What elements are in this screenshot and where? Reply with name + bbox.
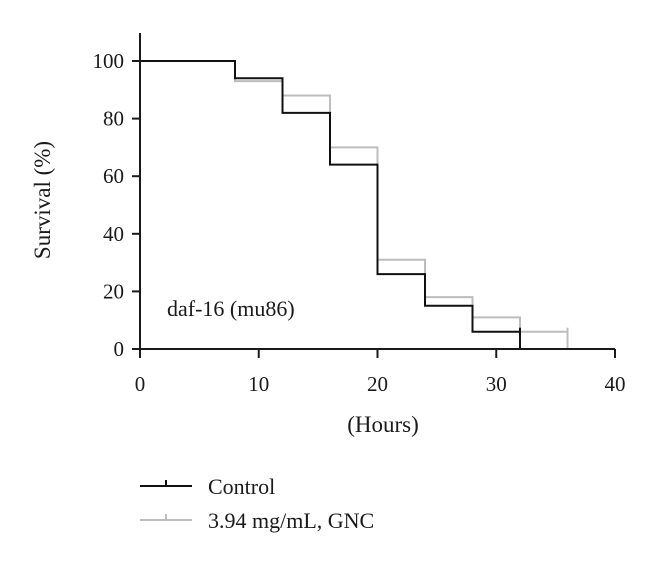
y-tick-label: 0 (114, 337, 125, 361)
series-line-0 (140, 60, 521, 349)
x-tick-label: 10 (248, 372, 269, 396)
legend: Control 3.94 mg/mL, GNC (140, 474, 374, 533)
strain-annotation: daf-16 (mu86) (167, 296, 295, 321)
legend-label-1: 3.94 mg/mL, GNC (208, 508, 374, 533)
y-axis-title: Survival (%) (30, 141, 55, 259)
x-tick-label: 40 (605, 372, 626, 396)
y-tick-label: 80 (103, 107, 124, 131)
series-layer (140, 60, 569, 349)
y-tick-label: 60 (103, 164, 124, 188)
legend-label-0: Control (208, 474, 275, 499)
x-tick-label: 20 (367, 372, 388, 396)
ticks: 0 20 40 60 80 100 0 10 20 30 40 (93, 49, 626, 396)
x-axis-title: (Hours) (347, 412, 419, 437)
y-tick-label: 40 (103, 222, 124, 246)
x-tick-label: 0 (135, 372, 146, 396)
y-tick-label: 100 (93, 49, 125, 73)
x-tick-label: 30 (486, 372, 507, 396)
y-tick-label: 20 (103, 279, 124, 303)
